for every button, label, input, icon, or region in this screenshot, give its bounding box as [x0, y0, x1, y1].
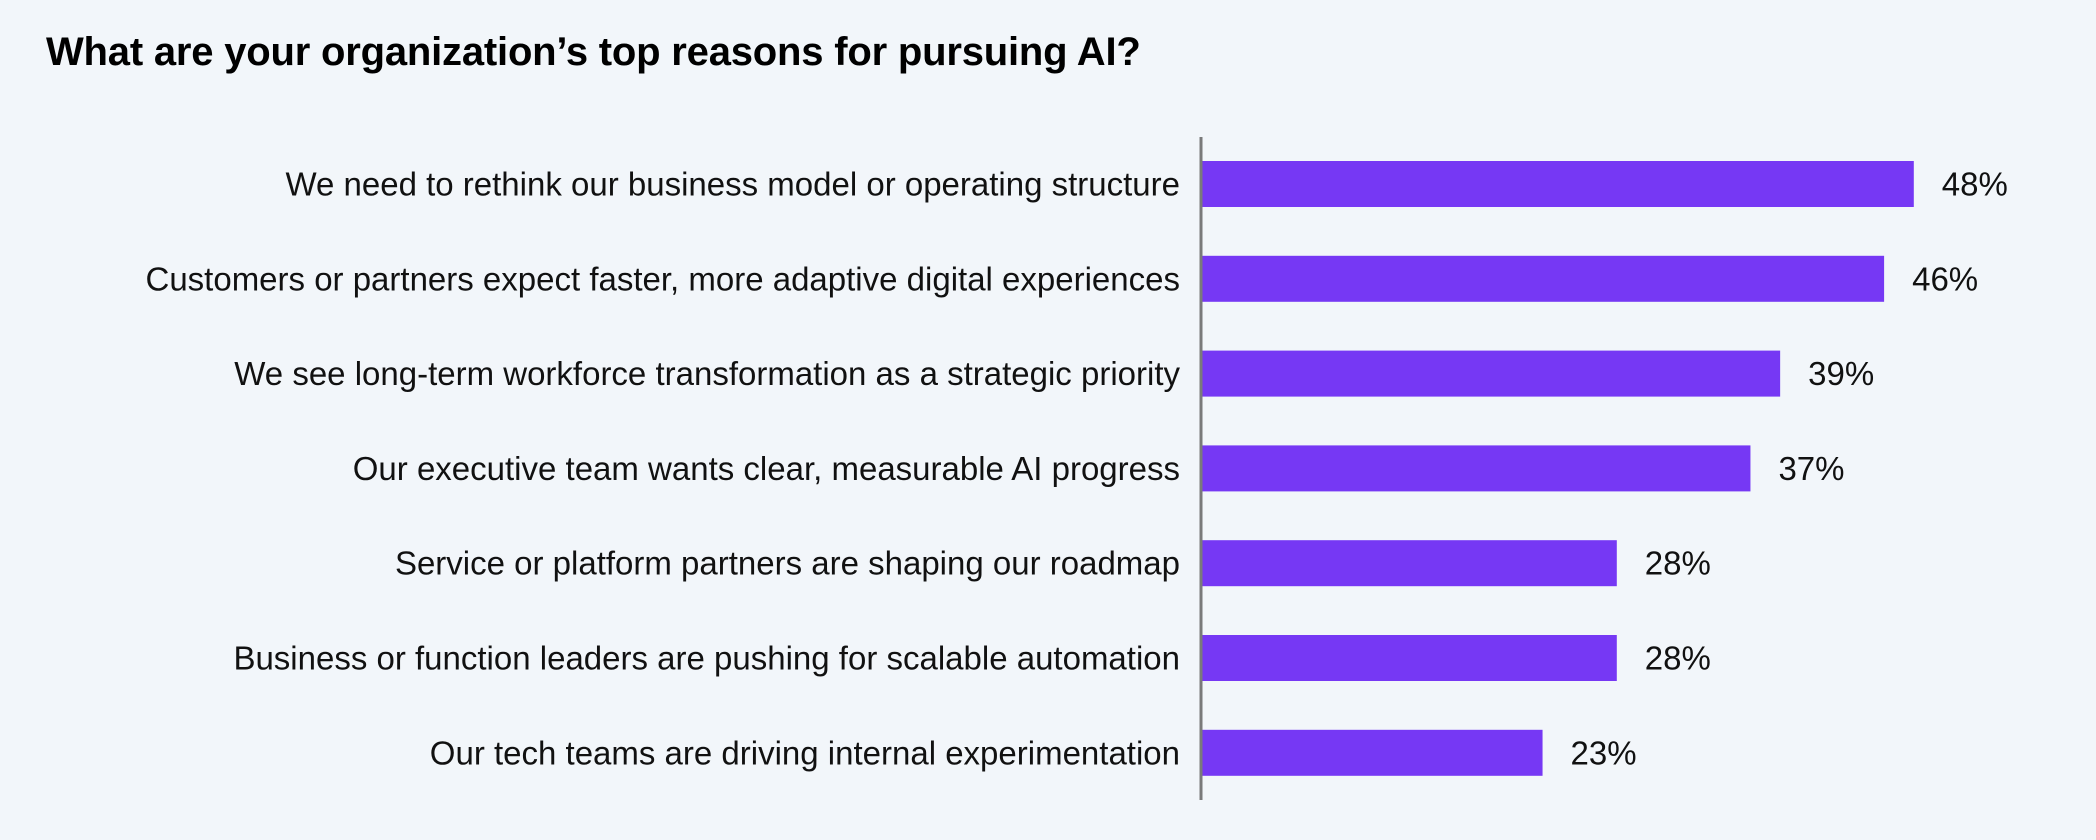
value-label: 37% [1778, 450, 1844, 487]
bar [1201, 635, 1617, 681]
bar [1201, 445, 1751, 492]
value-label: 46% [1912, 260, 1978, 297]
value-label: 39% [1808, 355, 1874, 392]
category-label: Business or function leaders are pushing… [233, 640, 1180, 677]
category-label: Customers or partners expect faster, mor… [145, 260, 1180, 297]
bars-group [1201, 161, 1914, 776]
category-label: Our executive team wants clear, measurab… [353, 450, 1180, 487]
bar [1201, 729, 1543, 776]
value-label: 28% [1645, 545, 1711, 582]
bar [1201, 540, 1617, 587]
bar [1201, 255, 1885, 302]
category-label: Service or platform partners are shaping… [395, 545, 1180, 582]
value-label: 23% [1571, 734, 1637, 771]
category-label: We see long-term workforce transformatio… [234, 355, 1180, 392]
category-label: Our tech teams are driving internal expe… [430, 734, 1180, 771]
category-label: We need to rethink our business model or… [285, 166, 1180, 203]
bar [1201, 161, 1914, 207]
category-labels-group: We need to rethink our business model or… [145, 166, 1180, 772]
value-labels-group: 48% 46% 39% 37% 28% 28% 23% [1571, 166, 2008, 772]
value-label: 48% [1942, 166, 2008, 203]
chart-title: What are your organization’s top reasons… [46, 30, 1141, 74]
bar [1201, 350, 1781, 397]
value-label: 28% [1645, 640, 1711, 677]
